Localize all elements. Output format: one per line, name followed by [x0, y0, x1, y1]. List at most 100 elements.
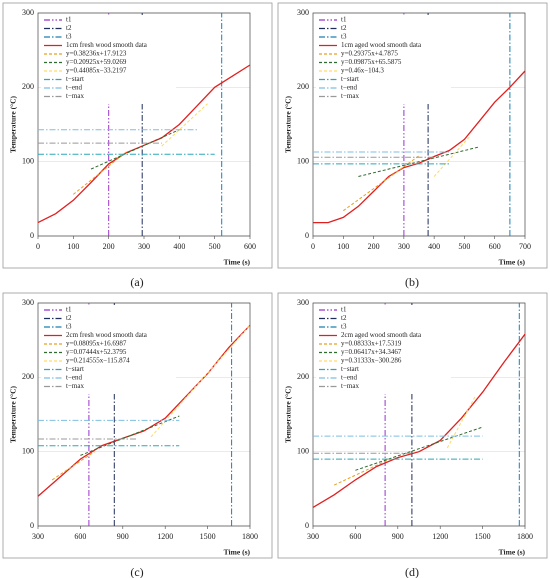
x-tick-label: 400: [428, 242, 440, 251]
x-tick-label: 1800: [517, 532, 533, 541]
legend-label: t1: [341, 16, 347, 24]
series-line: [312, 333, 526, 508]
series-line: [161, 103, 208, 147]
x-tick-label: 1500: [475, 532, 491, 541]
legend-label: t3: [66, 323, 72, 331]
legend-label: y=0.06417x+34.3467: [341, 348, 402, 356]
y-tick-label: 300: [22, 8, 34, 17]
x-tick-label: 600: [349, 532, 361, 541]
y-tick-label: 100: [297, 156, 309, 165]
y-tick-label: 200: [297, 82, 309, 91]
x-tick-label: 1800: [242, 532, 258, 541]
y-tick-label: 200: [297, 372, 309, 381]
x-tick-label: 600: [489, 242, 501, 251]
x-tick-label: 900: [392, 532, 404, 541]
legend-box: [41, 15, 176, 104]
legend-label: y=0.07444x+52.3795: [66, 348, 127, 356]
legend-label: t3: [66, 33, 72, 41]
y-axis-label: Temperature (°C): [9, 386, 18, 443]
y-tick-label: 0: [305, 521, 309, 530]
x-tick-label: 600: [244, 242, 256, 251]
legend-label: t3: [341, 33, 347, 41]
y-tick-label: 300: [297, 8, 309, 17]
x-tick-label: 600: [74, 532, 86, 541]
legend-label: t2: [66, 314, 72, 322]
x-tick-label: 1200: [432, 532, 448, 541]
x-tick-label: 200: [103, 242, 115, 251]
panel-frame: [277, 2, 548, 269]
legend-label: y=0.20925x+59.0269: [66, 58, 127, 66]
plot-frame: [312, 302, 526, 527]
legend-label: y=0.38236x+17.9123: [66, 50, 127, 58]
legend-box: [316, 15, 451, 104]
y-axis-label: Temperature (°C): [9, 96, 18, 153]
x-tick-label: 1200: [157, 532, 173, 541]
caption: (d): [405, 565, 419, 578]
plot-frame: [37, 12, 251, 237]
legend-label: y=0.29375x+4.7875: [341, 50, 398, 58]
legend-label: t−start: [66, 75, 84, 83]
series-line: [90, 129, 180, 170]
legend-label: t−end: [341, 374, 357, 382]
plot-frame: [312, 12, 526, 237]
legend-label: t2: [341, 24, 347, 32]
y-axis-label: Temperature (°C): [284, 96, 293, 153]
legend-label: y=0.09875x+65.5875: [341, 58, 402, 66]
x-tick-label: 0: [311, 242, 315, 251]
x-tick-label: 100: [337, 242, 349, 251]
y-tick-label: 200: [22, 372, 34, 381]
panel-frame: [277, 292, 548, 559]
x-axis-label: Time (s): [224, 258, 251, 267]
series-line: [80, 415, 180, 456]
x-tick-label: 700: [519, 242, 531, 251]
legend-label: t−start: [66, 365, 84, 373]
y-axis-label: Temperature (°C): [284, 386, 293, 443]
x-tick-label: 900: [117, 532, 129, 541]
series-line: [355, 426, 483, 471]
legend-label: t1: [66, 306, 72, 314]
legend-box: [41, 305, 176, 394]
legend-label: 1cm aged wood smooth data: [341, 41, 422, 49]
y-tick-label: 0: [30, 231, 34, 240]
y-tick-label: 300: [22, 298, 34, 307]
caption: (c): [130, 565, 143, 578]
series-line: [51, 451, 95, 481]
series-line: [37, 64, 251, 224]
legend-label: t−end: [341, 84, 357, 92]
x-tick-label: 0: [36, 242, 40, 251]
x-tick-label: 300: [307, 532, 319, 541]
x-axis-label: Time (s): [499, 548, 526, 557]
series-line: [433, 135, 471, 177]
panel-frame: [2, 2, 273, 269]
y-tick-label: 300: [297, 298, 309, 307]
legend-label: t−start: [341, 365, 359, 373]
legend-label: y=0.44085x−33.2197: [66, 67, 127, 75]
legend-label: t−max: [66, 92, 84, 100]
legend-label: t−max: [66, 382, 84, 390]
legend-label: t−max: [341, 382, 359, 390]
legend-label: y=0.08095x+16.6987: [66, 340, 127, 348]
y-tick-label: 100: [22, 156, 34, 165]
series-line: [446, 395, 476, 449]
plot-frame: [37, 302, 251, 527]
x-axis-label: Time (s): [224, 548, 251, 557]
legend-label: 2cm fresh wood smooth data: [66, 331, 148, 339]
legend-box: [316, 305, 451, 394]
x-tick-label: 300: [398, 242, 410, 251]
x-tick-label: 500: [209, 242, 221, 251]
caption: (b): [405, 275, 419, 289]
y-tick-label: 0: [30, 521, 34, 530]
legend-label: t−end: [66, 84, 82, 92]
legend-label: t3: [341, 323, 347, 331]
legend-label: t1: [66, 16, 72, 24]
series-line: [72, 151, 127, 195]
legend-label: y=0.46x−104.3: [341, 67, 384, 75]
legend-label: t−start: [341, 75, 359, 83]
panel-frame: [2, 292, 273, 559]
series-line: [313, 70, 526, 224]
y-tick-label: 0: [305, 231, 309, 240]
